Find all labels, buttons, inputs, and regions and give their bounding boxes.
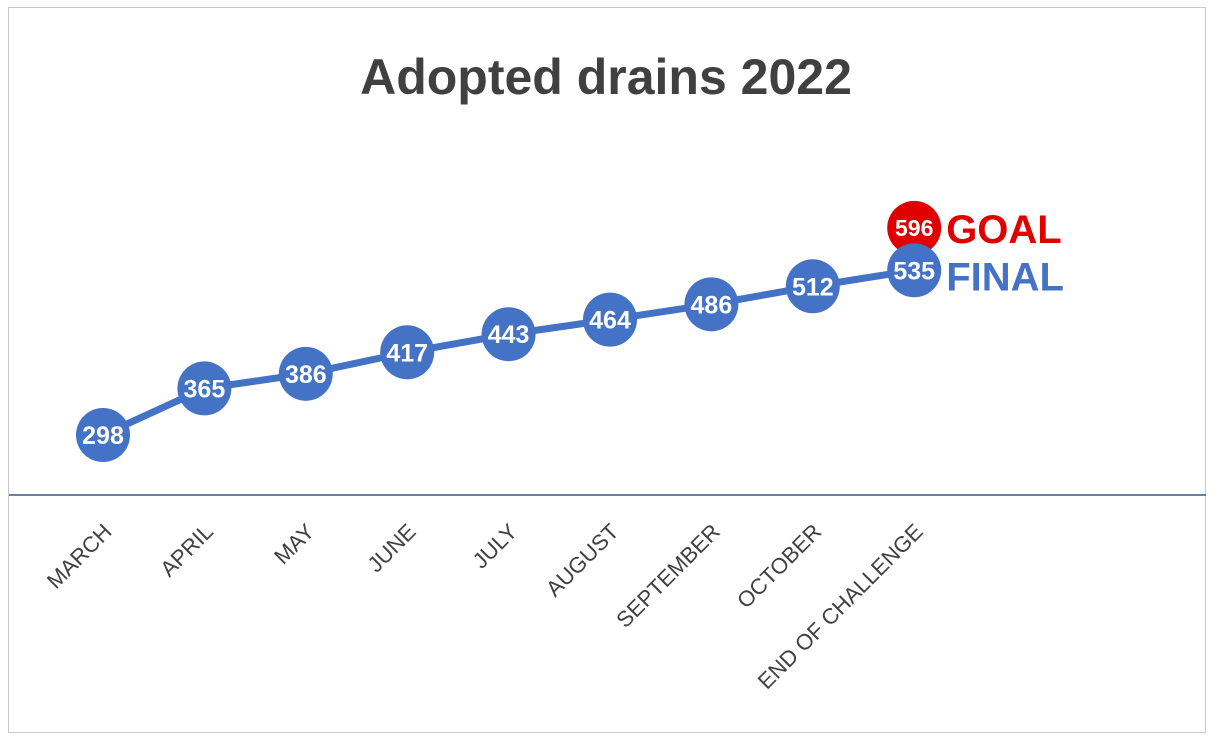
goal-series-label: GOAL bbox=[946, 208, 1062, 252]
data-label-october: 512 bbox=[792, 273, 834, 301]
data-point-march bbox=[76, 408, 130, 462]
x-tick-label-july: JULY bbox=[468, 519, 523, 574]
data-point-august bbox=[583, 292, 637, 347]
data-label-august: 464 bbox=[589, 307, 631, 335]
x-tick-label-end-of-challenge: END OF CHALLENGE bbox=[753, 519, 928, 694]
data-point-end-of-challenge bbox=[887, 243, 942, 298]
data-label-july: 443 bbox=[488, 321, 530, 349]
data-label-september: 486 bbox=[691, 291, 733, 319]
x-tick-label-march: MARCH bbox=[42, 519, 117, 594]
data-label-april: 365 bbox=[184, 375, 226, 403]
chart-title: Adopted drains 2022 bbox=[360, 49, 852, 105]
data-point-april bbox=[177, 361, 232, 416]
data-point-may bbox=[278, 346, 333, 401]
x-tick-label-october: OCTOBER bbox=[732, 519, 826, 613]
data-point-july bbox=[481, 307, 536, 362]
x-tick-label-april: APRIL bbox=[155, 519, 218, 582]
data-label-may: 386 bbox=[285, 361, 327, 389]
x-tick-label-august: AUGUST bbox=[541, 519, 624, 602]
data-label-end-of-challenge: 535 bbox=[893, 257, 935, 285]
x-tick-label-may: MAY bbox=[269, 519, 319, 569]
data-label-march: 298 bbox=[82, 422, 124, 450]
goal-marker bbox=[887, 200, 942, 255]
x-tick-label-september: SEPTEMBER bbox=[611, 519, 725, 633]
data-label-june: 417 bbox=[386, 339, 428, 367]
goal-data-label: 596 bbox=[895, 215, 933, 241]
x-tick-label-june: JUNE bbox=[362, 519, 420, 577]
data-point-october bbox=[785, 259, 840, 314]
final-series-label: FINAL bbox=[946, 255, 1064, 299]
data-point-june bbox=[380, 325, 435, 380]
data-point-september bbox=[684, 277, 739, 332]
